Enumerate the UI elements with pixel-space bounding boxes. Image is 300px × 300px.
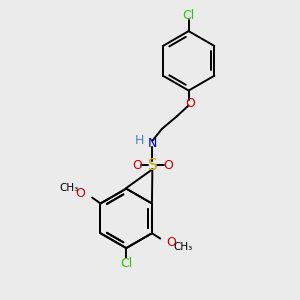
- Text: CH₃: CH₃: [60, 183, 79, 193]
- Text: H: H: [135, 134, 144, 147]
- Text: O: O: [75, 187, 85, 200]
- Text: Cl: Cl: [182, 9, 195, 22]
- Text: CH₃: CH₃: [173, 242, 192, 252]
- Text: N: N: [148, 137, 157, 150]
- Text: O: O: [132, 159, 142, 172]
- Text: O: O: [166, 236, 176, 249]
- Text: O: O: [185, 97, 195, 110]
- Text: S: S: [148, 158, 157, 173]
- Text: O: O: [163, 159, 173, 172]
- Text: Cl: Cl: [120, 257, 132, 270]
